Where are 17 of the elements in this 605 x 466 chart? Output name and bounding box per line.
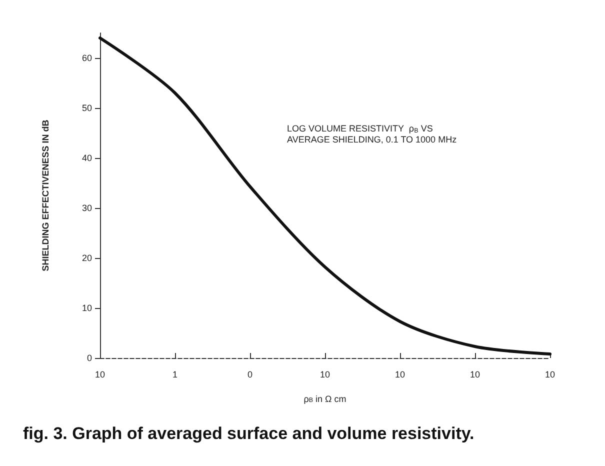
y-tick-label: 20	[82, 253, 92, 263]
x-tick-label: 10	[94, 370, 106, 380]
text: fig. 3. Graph of averaged surface and volume resistivity.	[23, 424, 474, 443]
x-tick-label: 10	[470, 370, 480, 380]
y-tick-label: 40	[82, 153, 92, 163]
y-tick-label: 10	[82, 303, 92, 313]
y-axis-title: SHIELDING EFFECTIVENESS IN dB	[40, 119, 50, 272]
x-tick-label: 0	[247, 370, 253, 380]
x-tick-label: 10	[544, 370, 556, 380]
line-series	[98, 36, 552, 356]
x-tick-label: 10	[320, 370, 330, 380]
y-tick-label: 0	[86, 353, 92, 363]
y-tick-label: 50	[82, 103, 92, 113]
x-tick-label: 1	[172, 370, 178, 380]
y-tick-label: 30	[82, 203, 92, 213]
y-tick-label: 60	[82, 53, 92, 63]
x-tick-label: 10	[394, 370, 406, 380]
